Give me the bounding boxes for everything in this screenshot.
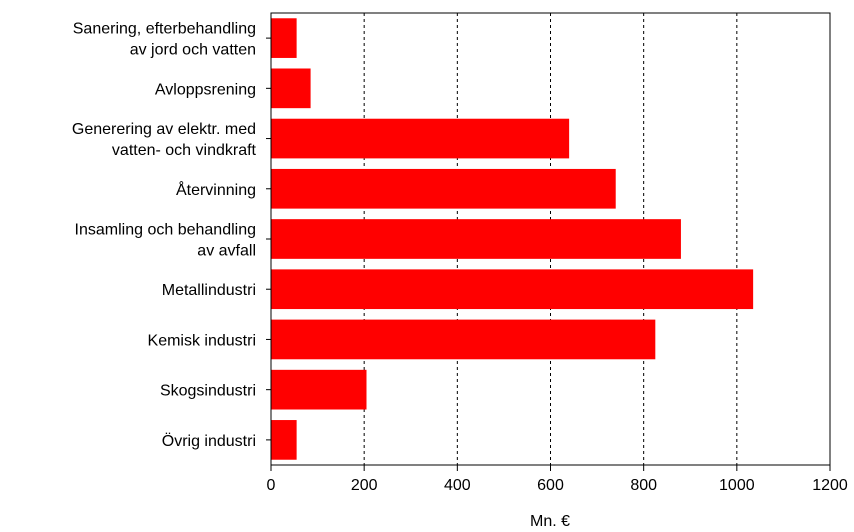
x-axis-title: Mn. € bbox=[530, 513, 570, 530]
x-tick-label: 800 bbox=[630, 477, 657, 494]
x-tick-label: 1200 bbox=[812, 477, 848, 494]
x-tick-label: 200 bbox=[351, 477, 378, 494]
x-tick-label: 600 bbox=[537, 477, 564, 494]
bar bbox=[271, 420, 297, 460]
category-label: Skogsindustri bbox=[160, 383, 256, 400]
bar bbox=[271, 18, 297, 58]
x-tick-label: 0 bbox=[267, 477, 276, 494]
bar bbox=[271, 118, 570, 159]
category-label: av avfall bbox=[197, 243, 256, 260]
category-label: Kemisk industri bbox=[148, 332, 256, 349]
category-label: Metallindustri bbox=[162, 282, 256, 299]
bar bbox=[271, 68, 311, 109]
category-labels: Sanering, efterbehandling av jord och vat… bbox=[72, 21, 257, 450]
category-label: vatten- och vindkraft bbox=[112, 142, 257, 159]
category-label: av jord och vatten bbox=[130, 42, 256, 59]
category-label: Återvinning bbox=[176, 180, 256, 199]
bar bbox=[271, 219, 681, 259]
axes bbox=[266, 12, 831, 471]
bar bbox=[271, 269, 754, 310]
category-label: Sanering, efterbehandling bbox=[73, 21, 256, 38]
category-label: Avloppsrening bbox=[155, 81, 256, 98]
x-tick-labels: 0 200 400 600 800 1000 1200 bbox=[267, 477, 848, 494]
bars bbox=[271, 18, 754, 460]
category-label: Insamling och behandling bbox=[75, 222, 256, 239]
x-tick-label: 400 bbox=[444, 477, 471, 494]
bar bbox=[271, 369, 367, 410]
bar bbox=[271, 168, 616, 209]
bar bbox=[271, 319, 656, 360]
x-tick-label: 1000 bbox=[719, 477, 755, 494]
category-label: Övrig industri bbox=[162, 432, 256, 450]
category-label: Generering av elektr. med bbox=[72, 121, 256, 138]
